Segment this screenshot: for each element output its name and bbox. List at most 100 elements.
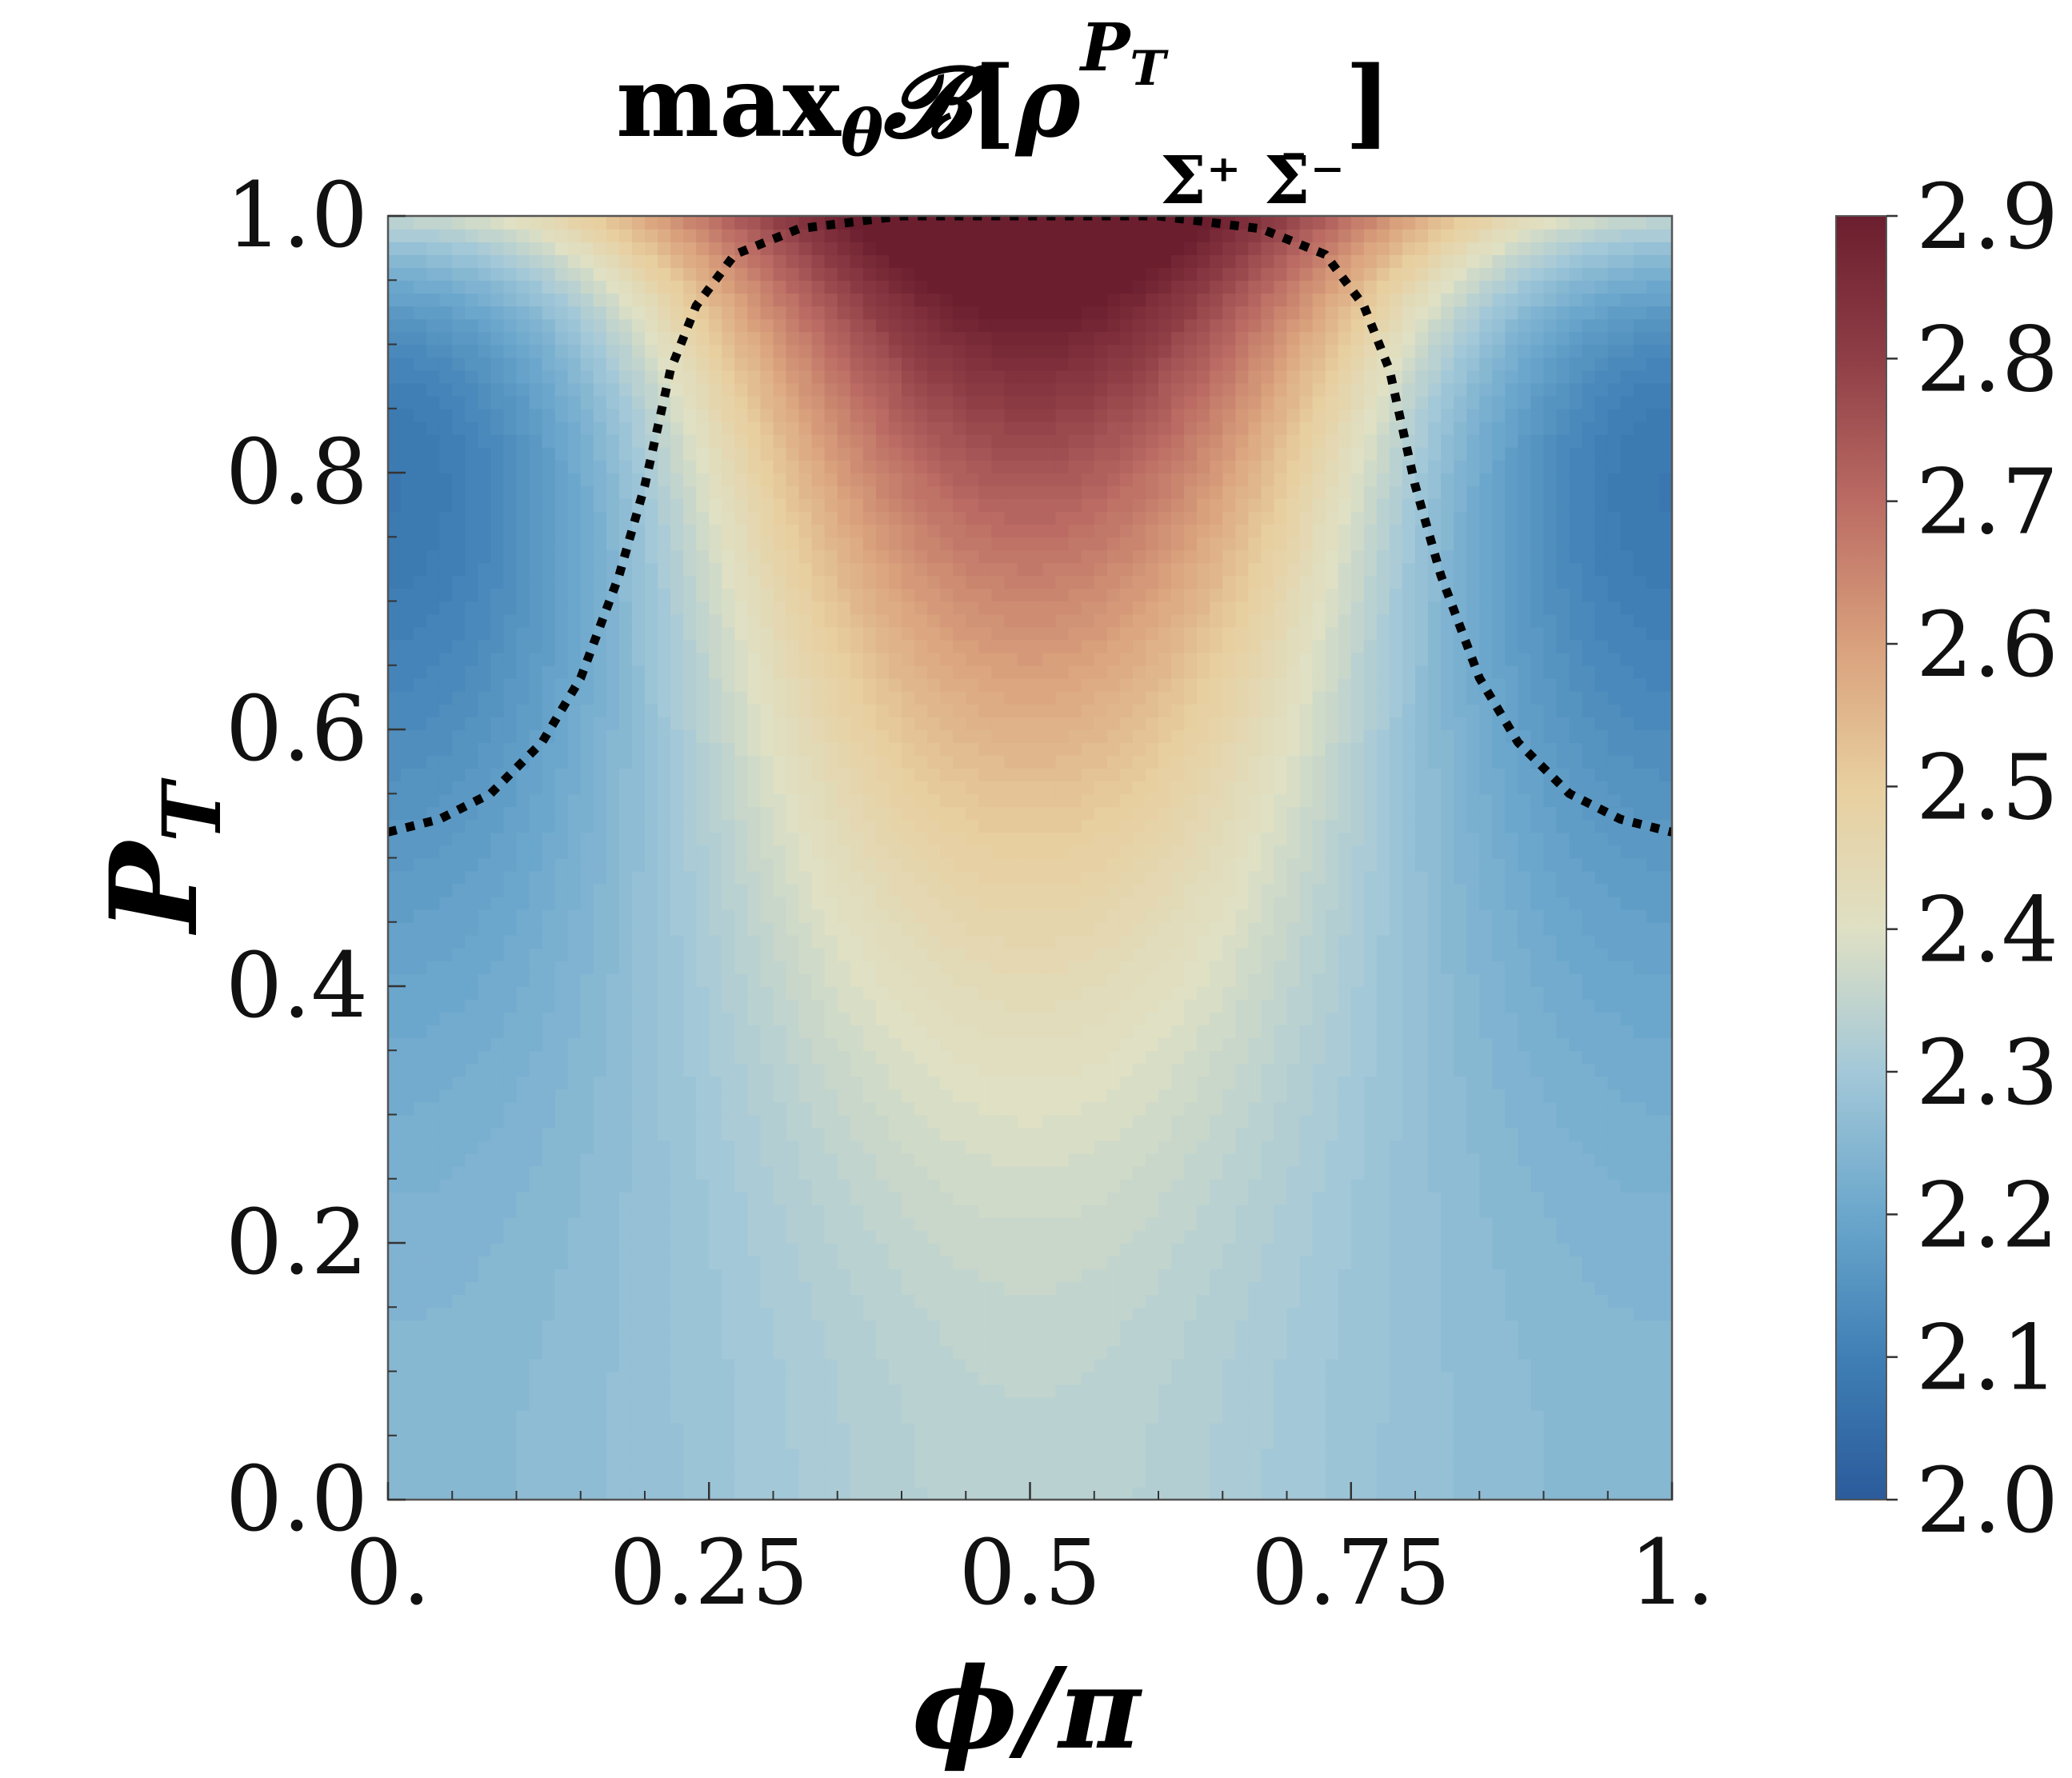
- heatmap-cell: [618, 1396, 633, 1411]
- heatmap-cell: [1363, 1025, 1378, 1038]
- heatmap-cell: [1363, 1076, 1378, 1090]
- heatmap-cell: [1582, 883, 1596, 897]
- heatmap-cell: [606, 1448, 620, 1462]
- heatmap-cell: [1582, 1050, 1596, 1065]
- heatmap-cell: [1376, 1448, 1390, 1462]
- heatmap-cell: [837, 1037, 851, 1052]
- heatmap-cell: [875, 1076, 890, 1090]
- heatmap-cell: [465, 1333, 479, 1347]
- heatmap-cell: [1274, 1345, 1288, 1360]
- heatmap-cell: [1363, 1384, 1378, 1398]
- heatmap-cell: [1466, 1025, 1481, 1038]
- heatmap-cell: [529, 934, 543, 949]
- heatmap-cell: [734, 1114, 749, 1129]
- heatmap-cell: [940, 883, 954, 897]
- heatmap-cell: [1338, 1320, 1352, 1334]
- heatmap-cell: [1658, 1127, 1672, 1141]
- heatmap-cell: [1556, 1333, 1570, 1347]
- heatmap-cell: [1004, 1384, 1018, 1398]
- heatmap-cell: [606, 934, 620, 949]
- heatmap-cell: [1094, 986, 1108, 1000]
- heatmap-cell: [1106, 909, 1121, 923]
- heatmap-cell: [554, 1063, 569, 1077]
- heatmap-cell: [1017, 1307, 1031, 1321]
- heatmap-cell: [1274, 909, 1288, 923]
- heatmap-cell: [1068, 1345, 1082, 1360]
- heatmap-cell: [1017, 1076, 1031, 1090]
- heatmap-cell: [1235, 1396, 1250, 1411]
- heatmap-cell: [978, 1396, 993, 1411]
- heatmap-cell: [1106, 1204, 1121, 1218]
- heatmap-cell: [1004, 1025, 1018, 1038]
- heatmap-cell: [1658, 1153, 1672, 1167]
- heatmap-cell: [1171, 1345, 1185, 1360]
- heatmap-cell: [554, 870, 569, 885]
- heatmap-cell: [1505, 1460, 1519, 1475]
- heatmap-cell: [1518, 1473, 1532, 1488]
- heatmap-cell: [902, 1037, 915, 1052]
- heatmap-cell: [1518, 1101, 1532, 1116]
- heatmap-cell: [1068, 1435, 1082, 1449]
- heatmap-cell: [747, 1217, 762, 1231]
- heatmap-cell: [837, 1089, 851, 1103]
- heatmap-cell: [991, 921, 1006, 936]
- heatmap-cell: [837, 1050, 851, 1065]
- heatmap-cell: [606, 1294, 620, 1309]
- heatmap-cell: [439, 1409, 454, 1424]
- heatmap-cell: [1569, 1178, 1583, 1193]
- heatmap-cell: [1106, 1191, 1121, 1205]
- heatmap-cell: [837, 870, 851, 885]
- heatmap-cell: [670, 1037, 684, 1052]
- heatmap-cell: [1197, 896, 1210, 910]
- heatmap-cell: [1055, 1101, 1070, 1116]
- heatmap-cell: [1325, 1101, 1339, 1116]
- heatmap-cell: [811, 921, 826, 936]
- heatmap-cell: [1210, 1165, 1224, 1180]
- heatmap-cell: [1633, 1396, 1647, 1411]
- heatmap-cell: [606, 909, 620, 923]
- heatmap-cell: [1299, 1063, 1314, 1077]
- heatmap-cell: [1646, 1448, 1660, 1462]
- heatmap-cell: [452, 1101, 466, 1116]
- heatmap-cell: [1543, 1281, 1558, 1295]
- heatmap-cell: [529, 1409, 543, 1424]
- heatmap-cell: [1286, 1063, 1301, 1077]
- heatmap-cell: [1518, 1127, 1532, 1141]
- heatmap-cell: [811, 960, 826, 974]
- heatmap-cell: [1286, 1153, 1301, 1167]
- heatmap-cell: [1017, 1320, 1031, 1334]
- heatmap-cell: [658, 857, 671, 872]
- heatmap-cell: [1235, 1358, 1250, 1372]
- heatmap-cell: [927, 1294, 941, 1309]
- heatmap-cell: [1350, 1384, 1365, 1398]
- heatmap-cell: [542, 1114, 556, 1129]
- heatmap-cells: [388, 216, 1672, 1500]
- heatmap-cell: [1594, 999, 1609, 1013]
- heatmap-cell: [401, 1460, 414, 1475]
- heatmap-cell: [786, 1243, 800, 1257]
- heatmap-cell: [722, 1486, 736, 1500]
- heatmap-cell: [1363, 1460, 1378, 1475]
- heatmap-cell: [631, 1191, 646, 1205]
- heatmap-cell: [978, 947, 993, 961]
- heatmap-cell: [1106, 1012, 1121, 1025]
- heatmap-cell: [850, 1127, 864, 1141]
- heatmap-cell: [593, 1448, 607, 1462]
- heatmap-cell: [914, 1243, 928, 1257]
- heatmap-cell: [1004, 1307, 1018, 1321]
- heatmap-cell: [401, 986, 414, 1000]
- heatmap-cell: [1106, 1025, 1121, 1038]
- heatmap-cell: [1479, 1101, 1494, 1116]
- heatmap-cell: [811, 1063, 826, 1077]
- heatmap-cell: [618, 870, 633, 885]
- heatmap-cell: [1530, 870, 1545, 885]
- heatmap-cell: [1068, 1371, 1082, 1385]
- heatmap-cell: [978, 1294, 993, 1309]
- heatmap-cell: [1210, 1409, 1224, 1424]
- heatmap-cell: [1017, 1089, 1031, 1103]
- heatmap-cell: [862, 1076, 877, 1090]
- heatmap-cell: [1055, 947, 1070, 961]
- heatmap-cell: [1543, 947, 1558, 961]
- heatmap-cell: [1441, 1396, 1454, 1411]
- heatmap-cell: [953, 1448, 967, 1462]
